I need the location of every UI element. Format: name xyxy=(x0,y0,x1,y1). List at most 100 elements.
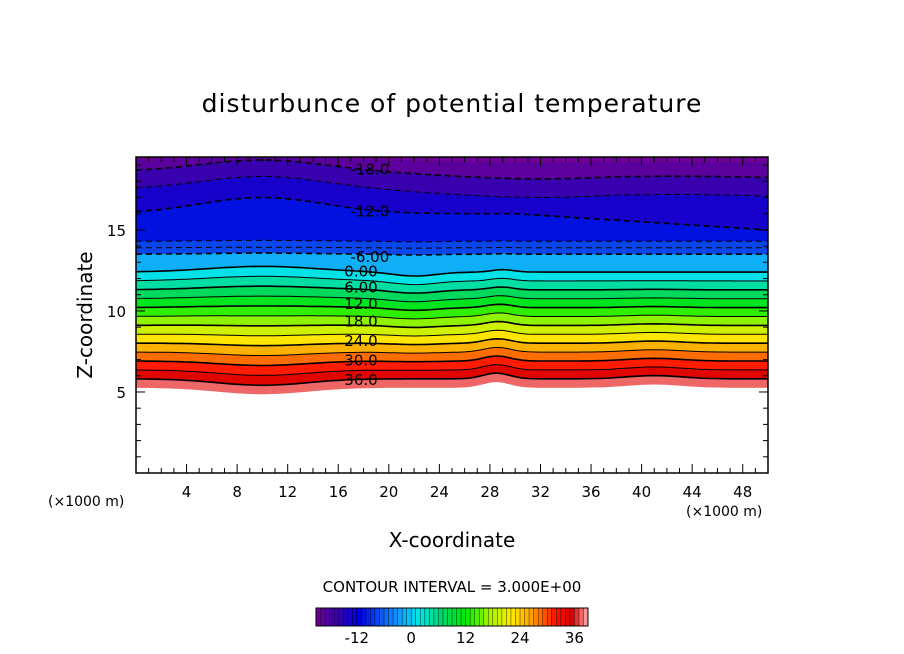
colorbar-cell xyxy=(565,608,571,626)
colorbar-tick-label: 0 xyxy=(406,629,416,647)
colorbar-cell xyxy=(506,608,512,626)
y-tick-label: 15 xyxy=(107,222,126,240)
colorbar-cell xyxy=(370,608,376,626)
contour-label: 12.0 xyxy=(344,295,377,313)
x-tick-label: 44 xyxy=(683,483,702,501)
x-unit-right: (×1000 m) xyxy=(686,504,762,520)
contour-label: 24.0 xyxy=(344,332,377,350)
colorbar-tick-label: 36 xyxy=(565,629,584,647)
colorbar-cell xyxy=(442,608,448,626)
colorbar-cell xyxy=(388,608,394,626)
colorbar-cell xyxy=(488,608,494,626)
colorbar-cell xyxy=(365,608,371,626)
x-tick-label: 12 xyxy=(278,483,297,501)
colorbar-cell xyxy=(533,608,539,626)
colorbar-cell xyxy=(361,608,367,626)
colorbar-cell xyxy=(325,608,330,626)
colorbar-cell xyxy=(456,608,462,626)
x-tick-label: 16 xyxy=(329,483,348,501)
x-tick-labels: 4 8 12 16 20 24 28 32 36 40 44 48 xyxy=(182,483,752,501)
colorbar-cell xyxy=(569,608,575,626)
colorbar-tick-labels: -12 0 12 24 36 xyxy=(345,629,584,647)
contour-label: -18.0 xyxy=(350,160,389,178)
colorbar xyxy=(315,607,589,627)
colorbar-cell xyxy=(411,608,417,626)
plot-field xyxy=(136,157,768,395)
contour-label: 30.0 xyxy=(344,352,377,370)
y-axis-label: Z-coordinate xyxy=(73,251,97,378)
colorbar-cell xyxy=(556,608,562,626)
contour-label: 36.0 xyxy=(344,371,377,389)
x-axis-label: X-coordinate xyxy=(389,528,516,552)
colorbar-cell xyxy=(384,608,389,626)
colorbar-cell xyxy=(501,608,507,626)
colorbar-cell xyxy=(379,608,385,626)
colorbar-cell xyxy=(438,608,444,626)
colorbar-cell xyxy=(316,608,321,626)
contour-line xyxy=(136,346,768,357)
contour-line xyxy=(136,275,768,286)
x-tick-label: 4 xyxy=(182,483,192,501)
colorbar-cell xyxy=(338,608,344,626)
x-tick-label: 8 xyxy=(232,483,242,501)
colorbar-cell xyxy=(524,608,530,626)
colorbar-cell xyxy=(479,608,485,626)
contour-label: 0.00 xyxy=(344,262,377,280)
colorbar-cell xyxy=(352,608,358,626)
x-tick-label: 20 xyxy=(379,483,398,501)
contour-interval-label: CONTOUR INTERVAL = 3.000E+00 xyxy=(323,578,582,596)
colorbar-cell xyxy=(542,608,548,626)
colorbar-cell xyxy=(515,608,521,626)
colorbar-cell xyxy=(483,608,489,626)
contour-label: 18.0 xyxy=(344,313,377,331)
colorbar-cell xyxy=(393,608,398,626)
colorbar-tick-label: 24 xyxy=(510,629,529,647)
contour-line xyxy=(136,337,768,347)
contour-line xyxy=(136,265,768,277)
colorbar-cell xyxy=(560,608,566,626)
colorbar-cell xyxy=(424,608,430,626)
axis-ticks xyxy=(136,157,768,473)
x-unit-left: (×1000 m) xyxy=(48,494,124,510)
colorbar-tick-label: 12 xyxy=(456,629,475,647)
colorbar-cell xyxy=(574,608,580,626)
colorbar-cell xyxy=(529,608,534,626)
colorbar-cell xyxy=(374,608,380,626)
y-tick-label: 10 xyxy=(107,303,126,321)
colorbar-cell xyxy=(320,608,326,626)
contour-line xyxy=(136,372,768,387)
contour-line xyxy=(136,364,768,376)
colorbar-cell xyxy=(465,608,471,626)
contour-label: 6.00 xyxy=(344,279,377,297)
colorbar-cell xyxy=(510,608,516,626)
contour-line xyxy=(136,252,768,256)
contour-line xyxy=(136,303,768,312)
x-tick-label: 24 xyxy=(430,483,449,501)
colorbar-cell xyxy=(420,608,426,626)
colorbar-cell xyxy=(461,608,466,626)
contour-line xyxy=(136,355,768,367)
colorbar-cell xyxy=(583,608,589,626)
colorbar-cell xyxy=(497,608,503,626)
colorbar-cell xyxy=(343,608,349,626)
colorbar-cell xyxy=(347,608,353,626)
contour-line xyxy=(136,320,768,329)
x-tick-label: 48 xyxy=(733,483,752,501)
contour-line xyxy=(136,159,768,180)
colorbar-cell xyxy=(356,608,362,626)
colorbar-cell xyxy=(547,608,553,626)
colorbar-cell xyxy=(520,608,525,626)
contour-line xyxy=(136,246,768,249)
colorbar-tick-label: -12 xyxy=(345,629,370,647)
contour-line xyxy=(136,285,768,294)
colorbar-frame xyxy=(315,607,589,627)
contour-label: -12.0 xyxy=(350,202,389,220)
colorbar-cell xyxy=(474,608,480,626)
contour-line xyxy=(136,239,768,243)
x-tick-label: 40 xyxy=(632,483,651,501)
colorbar-cell xyxy=(329,608,335,626)
colorbar-cell xyxy=(538,608,544,626)
chart-title: disturbunce of potential temperature xyxy=(202,89,703,118)
